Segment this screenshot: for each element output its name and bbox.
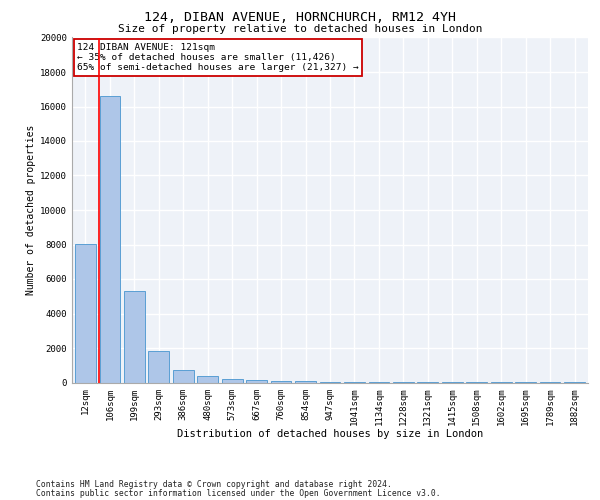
Bar [75, 244, 96, 382]
Bar [271, 381, 292, 382]
Y-axis label: Number of detached properties: Number of detached properties [26, 125, 36, 295]
Bar [100, 96, 120, 382]
Bar [173, 370, 194, 382]
X-axis label: Distribution of detached houses by size in London: Distribution of detached houses by size … [177, 429, 483, 439]
Text: Size of property relative to detached houses in London: Size of property relative to detached ho… [118, 24, 482, 34]
Bar [124, 291, 145, 382]
Text: 124 DIBAN AVENUE: 121sqm
← 35% of detached houses are smaller (11,426)
65% of se: 124 DIBAN AVENUE: 121sqm ← 35% of detach… [77, 42, 359, 72]
Text: Contains HM Land Registry data © Crown copyright and database right 2024.: Contains HM Land Registry data © Crown c… [36, 480, 392, 489]
Bar [246, 380, 267, 382]
Bar [197, 376, 218, 382]
Bar [148, 352, 169, 382]
Text: 124, DIBAN AVENUE, HORNCHURCH, RM12 4YH: 124, DIBAN AVENUE, HORNCHURCH, RM12 4YH [144, 11, 456, 24]
Text: Contains public sector information licensed under the Open Government Licence v3: Contains public sector information licen… [36, 489, 440, 498]
Bar [222, 379, 242, 382]
